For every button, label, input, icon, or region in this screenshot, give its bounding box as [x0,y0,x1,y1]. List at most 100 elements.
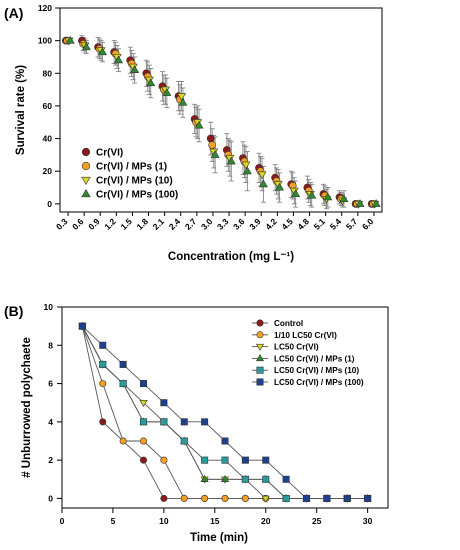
data-point [140,418,148,426]
data-point [180,418,188,426]
data-point [282,494,290,502]
data-point [221,456,229,464]
x-tick-label: 2.4 [167,216,183,232]
markers-1-10-lc50-cr-vi [78,322,372,502]
legend-marker [256,378,264,386]
data-point [65,35,75,44]
x-tick-label: 3.9 [247,216,263,232]
data-point [114,55,124,64]
legend-marker [81,189,91,198]
data-point [99,380,107,388]
x-tick-label: 15 [210,516,220,526]
data-point [291,189,301,198]
data-point [261,495,270,503]
data-point [241,161,251,170]
x-tick-label: 2.7 [183,216,199,232]
y-tick-label: 4 [48,417,53,427]
legend-label: LC50 Cr(VI) / MPs (100) [274,378,364,387]
data-point [201,494,209,502]
data-point [140,380,148,388]
data-point [160,456,168,464]
x-tick-label: 3.0 [199,216,215,232]
line-1-10-lc50-cr-vi [81,325,368,499]
x-tick-label: 20 [261,516,271,526]
data-point [99,341,107,349]
panel-b-label: (B) [4,303,23,319]
data-point [78,322,86,330]
legend-marker [81,176,91,185]
data-point [323,192,333,201]
data-point [242,166,252,175]
x-tick-label: 3.6 [231,216,247,232]
y-tick-label: 0 [47,199,52,209]
plot-frame [61,306,389,509]
data-point [162,88,172,96]
data-point [220,475,230,482]
data-point [226,156,236,165]
data-point [343,494,351,502]
data-point [241,456,249,464]
data-point [201,418,209,426]
data-point [177,93,187,101]
data-point [140,437,148,445]
legend-marker [256,319,264,327]
data-point [139,400,148,407]
y-tick-label: 120 [38,3,52,13]
data-point [160,418,168,426]
data-point [201,456,209,464]
line-lc50-cr-vi-mps-10 [81,325,368,499]
y-tick-label: 80 [43,68,53,78]
y-axis-title: # Unburrowed polychaete [21,337,33,478]
data-point [258,179,268,188]
line-lc50-cr-vi-mps-100 [82,325,368,499]
data-point [206,134,215,143]
data-point [262,456,270,464]
data-point [119,360,127,368]
data-point [178,97,188,106]
legend-marker [256,366,264,374]
data-point [99,418,107,426]
panel-a-label: (A) [4,5,23,21]
data-point [119,380,127,388]
legend-label: Cr(VI) / MPs (100) [96,190,178,201]
y-axis-title: Survival rate (%) [15,65,27,155]
data-point [180,494,188,502]
x-tick-label: 2.1 [151,216,167,232]
data-point [302,494,310,502]
survival-rate-chart: 0 20 40 60 80 100 120 0.3 0.6 0.9 1.2 1.5 1.8 2.1 2.4 2… [15,3,383,263]
legend-label: Cr(VI) / MPs (10) [96,176,173,187]
y-tick-label: 10 [44,302,54,312]
data-point [160,494,168,502]
x-tick-label: 3.3 [215,216,231,232]
legend-label: 1/10 LC50 Cr(VI) [274,331,337,340]
data-point [81,42,91,51]
data-point [241,494,249,502]
x-axis-title: Time (min) [190,532,248,544]
data-point [99,360,107,368]
y-tick-label: 60 [43,101,53,111]
data-point [241,475,249,483]
y-tick-label: 8 [48,340,53,350]
data-point [282,475,290,483]
markers-control [78,322,372,502]
data-point [323,494,331,502]
legend-label: LC50 Cr(VI) / MPs (1) [274,354,355,363]
plot-frame [59,7,383,213]
data-point [210,150,220,158]
x-tick-label: 0 [60,516,65,526]
x-tick-label: 25 [312,516,322,526]
markers-lc50-cr-vi-mps-1 [78,321,372,502]
y-tick-label: 0 [48,493,53,503]
y-tick-label: 40 [43,134,53,144]
data-point [221,494,229,502]
x-tick-label: 6.0 [360,216,376,232]
markers-cr-vi-mps-100 [65,35,381,207]
data-point [130,65,140,74]
data-point [180,437,188,445]
data-point [208,141,217,149]
legend-marker [255,343,265,351]
data-point [262,475,270,483]
x-tick-label: 4.5 [279,216,295,232]
markers-lc50-cr-vi-mps-100 [78,322,372,502]
